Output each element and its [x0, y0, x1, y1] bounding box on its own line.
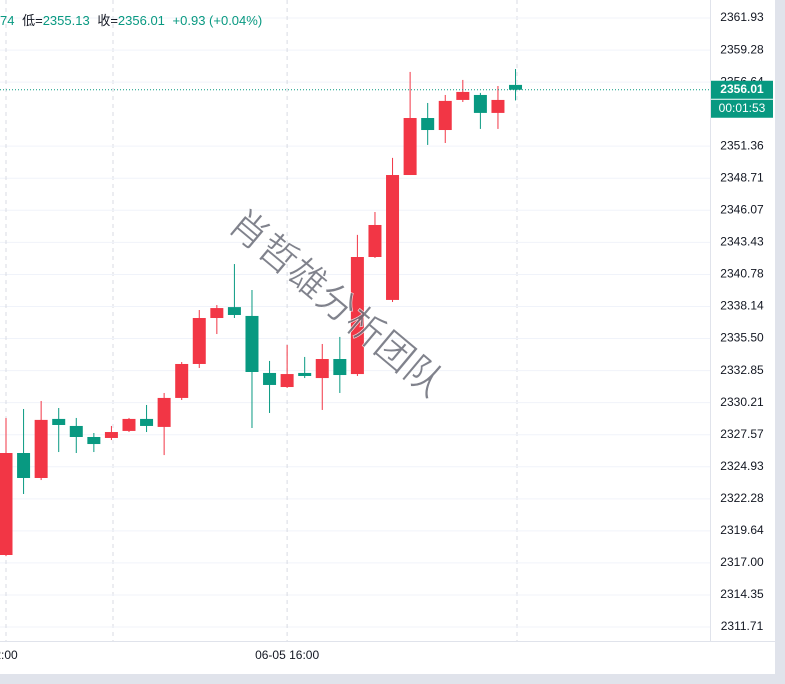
candle-body [456, 91, 470, 100]
candle-body [368, 224, 382, 258]
y-tick-label: 2322.28 [720, 491, 764, 505]
y-tick-label: 2324.93 [720, 459, 764, 473]
y-tick-label: 2351.36 [720, 138, 764, 152]
y-tick-label: 2335.50 [720, 331, 764, 345]
candle-body [491, 99, 505, 113]
bottom-strip [0, 674, 785, 684]
y-tick-label: 2338.14 [720, 299, 764, 313]
candle-body [509, 84, 523, 90]
candle-body [227, 307, 241, 315]
candle-body [386, 175, 400, 300]
candle-body [122, 418, 136, 431]
candle-body [403, 118, 417, 176]
candle-body [104, 432, 118, 438]
x-tick-label: 2:00 [0, 648, 18, 662]
candle-body [87, 436, 101, 445]
candle-body [0, 453, 13, 556]
candle-body [245, 315, 259, 372]
ohlc-header: 74 低=2355.13 收=2356.01 +0.93 (+0.04%) [0, 13, 262, 28]
candle-body [333, 359, 347, 376]
y-tick-label: 2332.85 [720, 363, 764, 377]
header-item: 74 [0, 13, 14, 28]
y-tick-label: 2317.00 [720, 555, 764, 569]
candle-body [192, 318, 206, 364]
y-tick-label: 2340.78 [720, 267, 764, 281]
candle-body [298, 372, 312, 376]
header-item: 2356.01 [118, 13, 165, 28]
side-strip [775, 0, 785, 684]
candle-body [263, 372, 277, 385]
x-tick-label: 06-05 16:00 [255, 648, 319, 662]
candle-body [140, 418, 154, 426]
last-price-box [711, 80, 773, 99]
header-item: 收= [97, 13, 118, 28]
candle-body [421, 118, 435, 131]
last-price-label: 2356.01 [720, 82, 764, 96]
candle-body [69, 425, 83, 437]
y-tick-label: 2361.93 [720, 10, 764, 24]
candle-body [52, 418, 66, 425]
header-item: 2355.13 [43, 13, 90, 28]
plot [0, 0, 710, 641]
y-tick-label: 2330.21 [720, 395, 764, 409]
y-tick-label: 2311.71 [721, 619, 764, 633]
y-tick-label: 2327.57 [720, 427, 764, 441]
candle-body [34, 419, 48, 478]
candle-body [473, 94, 487, 113]
candle-body [315, 359, 329, 379]
y-tick-label: 2314.35 [720, 587, 764, 601]
candle-body [157, 397, 171, 427]
candle-body [175, 363, 189, 398]
countdown-label: 00:01:53 [719, 101, 766, 115]
y-tick-label: 2359.28 [720, 42, 764, 56]
countdown-box [711, 99, 773, 118]
header-item: 低= [22, 13, 43, 28]
candle-body [438, 100, 452, 131]
candle-body [350, 257, 364, 375]
y-tick-label: 2346.07 [720, 202, 764, 216]
y-tick-label: 2319.64 [720, 523, 764, 537]
y-tick-label: 2348.71 [720, 170, 764, 184]
candle-body [280, 374, 294, 388]
candle-body [210, 308, 224, 319]
header-item: +0.93 (+0.04%) [173, 13, 263, 28]
candle-body [17, 453, 31, 478]
y-tick-label: 2343.43 [720, 235, 764, 249]
